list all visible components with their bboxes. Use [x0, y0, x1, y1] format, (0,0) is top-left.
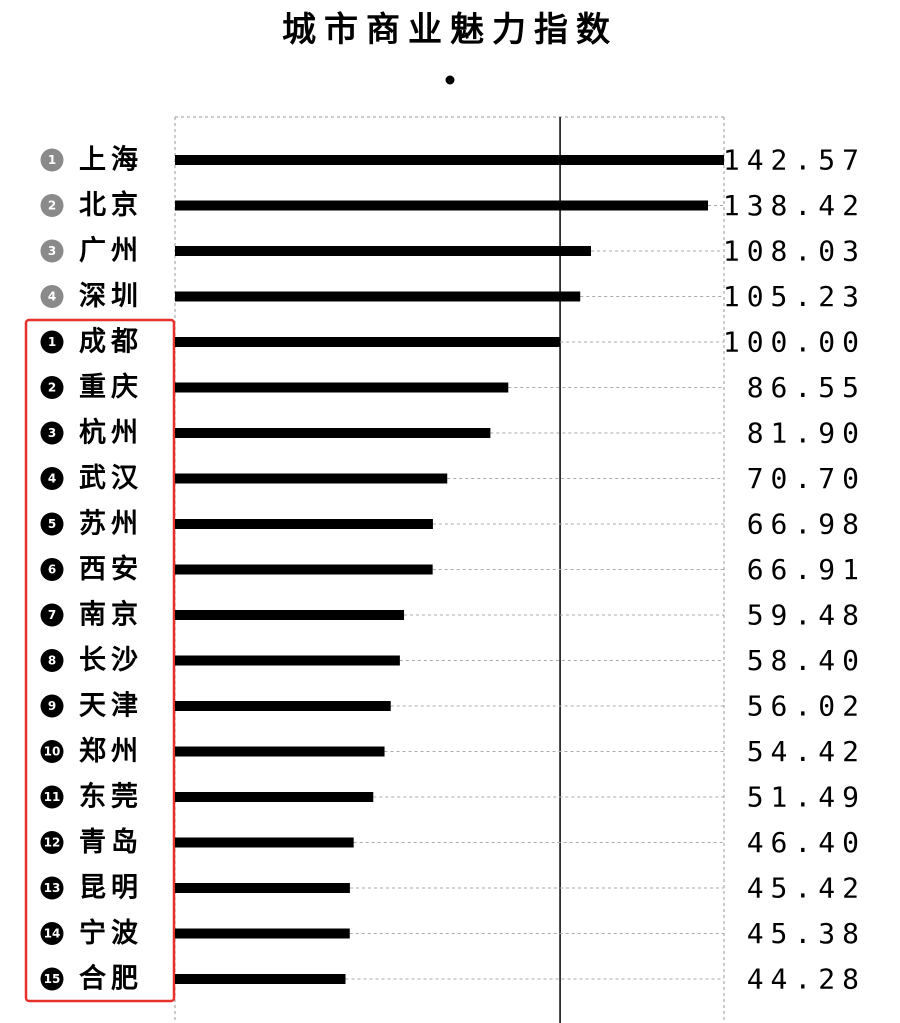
value-label: 44.28 [747, 963, 866, 996]
rank-badge [40, 467, 64, 490]
rank-badge [40, 694, 64, 718]
value-label: 70.70 [747, 462, 866, 495]
rank-label: 6 [48, 563, 56, 577]
rank-label: 9 [48, 699, 56, 713]
value-label: 108.03 [723, 235, 866, 268]
category-label: 昆明 [79, 873, 143, 904]
rank-badge [40, 330, 64, 354]
rank-label: 1 [48, 335, 56, 349]
value-label: 81.90 [747, 417, 866, 450]
rank-label: 14 [44, 927, 61, 941]
rank-badge [40, 922, 64, 945]
bar [175, 746, 385, 757]
rank-label: 3 [48, 426, 56, 440]
category-label: 长沙 [79, 645, 143, 676]
category-label: 天津 [79, 691, 143, 722]
category-label: 广州 [79, 236, 143, 267]
rank-label: 13 [44, 881, 61, 895]
category-label: 武汉 [79, 463, 143, 494]
value-label: 105.23 [723, 280, 866, 313]
rank-label: 8 [48, 654, 56, 668]
bar [175, 564, 433, 575]
rank-badge [40, 421, 64, 445]
bar [175, 155, 724, 165]
rank-label: 2 [48, 199, 56, 213]
value-label: 100.00 [723, 326, 866, 359]
category-label: 重庆 [79, 371, 143, 403]
value-label: 66.91 [747, 553, 866, 586]
highlight-box [24, 318, 176, 1003]
category-label: 上海 [79, 145, 143, 176]
rank-badge [40, 740, 64, 763]
rank-badge [40, 603, 64, 627]
rank-label: 4 [48, 290, 56, 304]
rank-badge [40, 376, 64, 399]
bar [175, 291, 581, 302]
value-label: 46.40 [747, 826, 866, 859]
category-label: 深圳 [79, 281, 143, 312]
rank-label: 11 [44, 790, 61, 804]
value-label: 138.42 [723, 189, 866, 222]
rank-label: 15 [44, 972, 61, 986]
category-label: 北京 [79, 189, 143, 221]
value-label: 45.42 [747, 872, 866, 905]
value-label: 86.55 [747, 371, 866, 404]
category-label: 宁波 [79, 917, 143, 949]
category-label: 青岛 [79, 826, 143, 858]
bar [175, 382, 509, 393]
value-label: 45.38 [747, 917, 866, 950]
rank-badge [40, 512, 64, 536]
rank-label: 2 [48, 381, 56, 395]
value-label: 58.40 [747, 644, 866, 677]
rank-badge [40, 285, 64, 308]
rank-badge [40, 649, 64, 672]
rank-badge [40, 967, 64, 991]
value-label: 66.98 [747, 508, 866, 541]
category-label: 郑州 [79, 736, 143, 767]
rank-label: 3 [48, 244, 56, 258]
rank-badge [40, 148, 64, 172]
rank-badge [40, 785, 64, 809]
rank-label: 1 [48, 153, 56, 167]
bar [175, 519, 433, 529]
category-label: 成都 [79, 327, 143, 358]
rank-badge [40, 239, 64, 263]
bar [175, 792, 374, 802]
rank-label: 10 [44, 745, 61, 759]
title-dot [445, 75, 455, 85]
rank-badge [40, 831, 64, 854]
category-label: 杭州 [79, 417, 143, 449]
bar [175, 428, 491, 438]
rank-label: 7 [48, 608, 56, 622]
bar [175, 246, 591, 256]
bar [175, 200, 709, 211]
bar [175, 473, 448, 484]
bar [175, 701, 391, 711]
category-label: 东莞 [79, 781, 143, 813]
bar [175, 883, 350, 893]
bar [175, 337, 561, 347]
rank-badge [40, 876, 64, 900]
category-label: 西安 [79, 554, 143, 585]
category-label: 苏州 [79, 509, 143, 540]
chart-title: 城市商业魅力指数 [282, 10, 618, 50]
value-label: 59.48 [747, 599, 866, 632]
rank-badge [40, 194, 64, 217]
value-label: 56.02 [747, 690, 866, 723]
bar [175, 837, 354, 848]
category-label: 合肥 [79, 963, 143, 995]
bar [175, 928, 350, 939]
rank-label: 12 [44, 836, 61, 850]
value-label: 142.57 [723, 144, 866, 177]
category-label: 南京 [79, 599, 143, 631]
bar [175, 655, 400, 666]
bar [175, 610, 405, 620]
rank-badge [40, 558, 64, 581]
value-label: 51.49 [747, 781, 866, 814]
value-label: 54.42 [747, 735, 866, 768]
rank-label: 5 [48, 517, 56, 531]
rank-label: 4 [48, 472, 56, 486]
bar [175, 974, 346, 984]
